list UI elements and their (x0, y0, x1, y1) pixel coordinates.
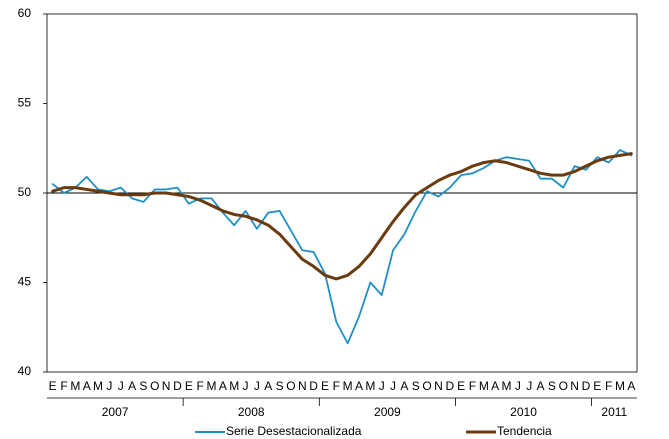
x-tick-label: E (321, 379, 329, 393)
series-line (51, 149, 633, 345)
x-tick-label: E (593, 379, 601, 393)
year-label: 2010 (510, 405, 537, 419)
x-tick-label: O (286, 379, 295, 393)
x-tick-label: O (150, 379, 159, 393)
x-tick-label: M (502, 379, 512, 393)
x-tick-label: A (355, 379, 363, 393)
x-tick-label: E (185, 379, 193, 393)
y-tick-label: 55 (18, 96, 32, 110)
x-tick-label: M (615, 379, 625, 393)
x-tick-label: J (254, 379, 260, 393)
x-tick-label: F (469, 379, 476, 393)
series-line (51, 152, 633, 281)
x-tick-label: D (309, 379, 318, 393)
x-tick-label: F (333, 379, 340, 393)
x-tick-label: J (390, 379, 396, 393)
x-tick-label: A (400, 379, 408, 393)
x-tick-label: O (559, 379, 568, 393)
x-tick-label: J (526, 379, 532, 393)
x-tick-label: M (343, 379, 353, 393)
x-tick-label: M (229, 379, 239, 393)
year-label: 2009 (374, 405, 401, 419)
x-tick-label: D (582, 379, 591, 393)
legend-label: Tendencia (497, 424, 552, 438)
x-tick-label: D (445, 379, 454, 393)
legend-label: Serie Desestacionalizada (226, 424, 362, 438)
x-tick-label: M (93, 379, 103, 393)
x-tick-label: D (173, 379, 182, 393)
x-tick-label: F (60, 379, 67, 393)
x-tick-label: S (412, 379, 420, 393)
x-tick-label: A (627, 379, 635, 393)
x-tick-label: M (365, 379, 375, 393)
x-tick-label: A (264, 379, 272, 393)
x-tick-label: J (243, 379, 249, 393)
x-tick-label: F (605, 379, 612, 393)
y-tick-label: 45 (18, 275, 32, 289)
x-tick-label: N (570, 379, 579, 393)
x-tick-label: A (83, 379, 91, 393)
x-tick-label: M (207, 379, 217, 393)
x-tick-label: N (298, 379, 307, 393)
x-tick-label: A (491, 379, 499, 393)
x-tick-label: M (70, 379, 80, 393)
x-tick-label: S (276, 379, 284, 393)
x-tick-label: O (422, 379, 431, 393)
x-tick-label: A (537, 379, 545, 393)
y-tick-label: 40 (18, 364, 32, 378)
x-tick-label: E (49, 379, 57, 393)
x-tick-label: E (457, 379, 465, 393)
x-tick-label: S (139, 379, 147, 393)
x-tick-label: A (128, 379, 136, 393)
x-tick-label: J (106, 379, 112, 393)
x-tick-label: F (197, 379, 204, 393)
x-tick-label: N (434, 379, 443, 393)
x-tick-label: J (379, 379, 385, 393)
year-label: 2011 (601, 405, 627, 419)
x-tick-label: A (219, 379, 227, 393)
x-tick-label: J (515, 379, 521, 393)
year-label: 2008 (238, 405, 265, 419)
x-tick-label: J (118, 379, 124, 393)
x-tick-label: S (548, 379, 556, 393)
x-tick-label: M (479, 379, 489, 393)
year-label: 2007 (102, 405, 129, 419)
x-tick-label: N (162, 379, 171, 393)
y-tick-label: 60 (18, 6, 32, 20)
y-tick-label: 50 (18, 185, 32, 199)
